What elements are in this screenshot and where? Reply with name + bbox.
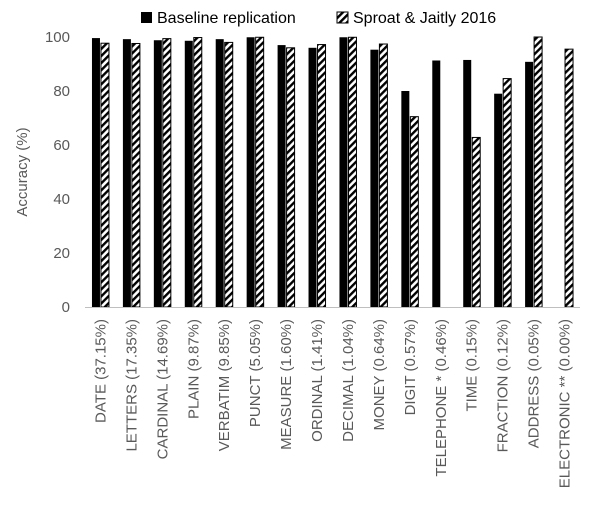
x-tick-label: DATE (37.15%): [92, 319, 109, 423]
bar-sproat: [224, 41, 234, 308]
bars: [91, 36, 574, 308]
bar-baseline: [184, 40, 193, 307]
x-tick-label: LETTERS (17.35%): [123, 319, 140, 452]
bar-sproat: [471, 136, 481, 308]
x-tick-label: MONEY (0.64%): [371, 319, 388, 430]
bar-baseline: [308, 47, 317, 308]
x-tick-label: ELECTRONIC ** (0.00%): [557, 319, 574, 488]
bar-baseline: [215, 39, 224, 307]
bar-baseline: [122, 39, 131, 307]
bar-sproat: [255, 36, 265, 308]
bar-sproat: [193, 37, 203, 308]
bar-sproat: [100, 42, 110, 308]
x-axis-ticks: DATE (37.15%) LETTERS (17.35%) CARDINAL (1…: [92, 319, 573, 488]
x-tick-label: VERBATIM (9.85%): [216, 319, 233, 451]
bar-baseline: [494, 93, 503, 307]
bar-baseline: [153, 40, 162, 308]
legend-label-sproat: Sproat & Jaitly 2016: [353, 10, 496, 27]
y-tick-label: 100: [45, 29, 70, 46]
bar-sproat: [564, 48, 574, 308]
bar-baseline: [246, 37, 255, 308]
bar-baseline: [91, 38, 100, 308]
x-tick-label: CARDINAL (14.69%): [154, 319, 171, 459]
legend: Baseline replication Sproat & Jaitly 201…: [141, 10, 496, 27]
x-tick-label: PUNCT (5.05%): [247, 319, 264, 427]
y-tick-label: 80: [53, 83, 70, 100]
bar-baseline: [339, 37, 348, 308]
x-tick-label: DIGIT (0.57%): [402, 319, 419, 415]
bar-sproat: [502, 78, 512, 308]
bar-sproat: [162, 38, 172, 308]
y-axis-label: Accuracy (%): [14, 127, 31, 216]
bar-sproat: [347, 36, 357, 308]
y-tick-label: 0: [62, 299, 70, 316]
bar-baseline: [277, 45, 286, 307]
x-tick-label: DECIMAL (1.04%): [340, 319, 357, 442]
legend-swatch-sproat: [336, 11, 349, 24]
x-tick-label: TELEPHONE * (0.46%): [433, 319, 450, 477]
x-tick-label: MEASURE (1.60%): [278, 319, 295, 450]
legend-swatch-baseline: [141, 12, 152, 23]
y-tick-label: 60: [53, 137, 70, 154]
x-tick-label: ADDRESS (0.05%): [526, 319, 543, 448]
bar-sproat: [286, 47, 296, 308]
bar-sproat: [317, 44, 327, 308]
y-axis-ticks: 0 20 40 60 80 100: [45, 29, 70, 316]
bar-sproat: [378, 43, 388, 308]
x-tick-label: TIME (0.15%): [464, 319, 481, 412]
bar-baseline: [525, 61, 534, 308]
legend-label-baseline: Baseline replication: [157, 10, 296, 27]
y-tick-label: 40: [53, 191, 70, 208]
x-tick-label: FRACTION (0.12%): [495, 319, 512, 452]
x-tick-label: ORDINAL (1.41%): [309, 319, 326, 442]
x-tick-label: PLAIN (9.87%): [185, 319, 202, 419]
y-tick-label: 20: [53, 245, 70, 262]
bar-baseline: [463, 59, 472, 308]
bar-sproat: [409, 116, 419, 308]
bar-baseline: [370, 49, 379, 307]
bar-sproat: [131, 42, 141, 308]
bar-baseline: [401, 91, 410, 307]
bar-baseline: [432, 60, 441, 307]
bar-sproat: [533, 36, 543, 308]
